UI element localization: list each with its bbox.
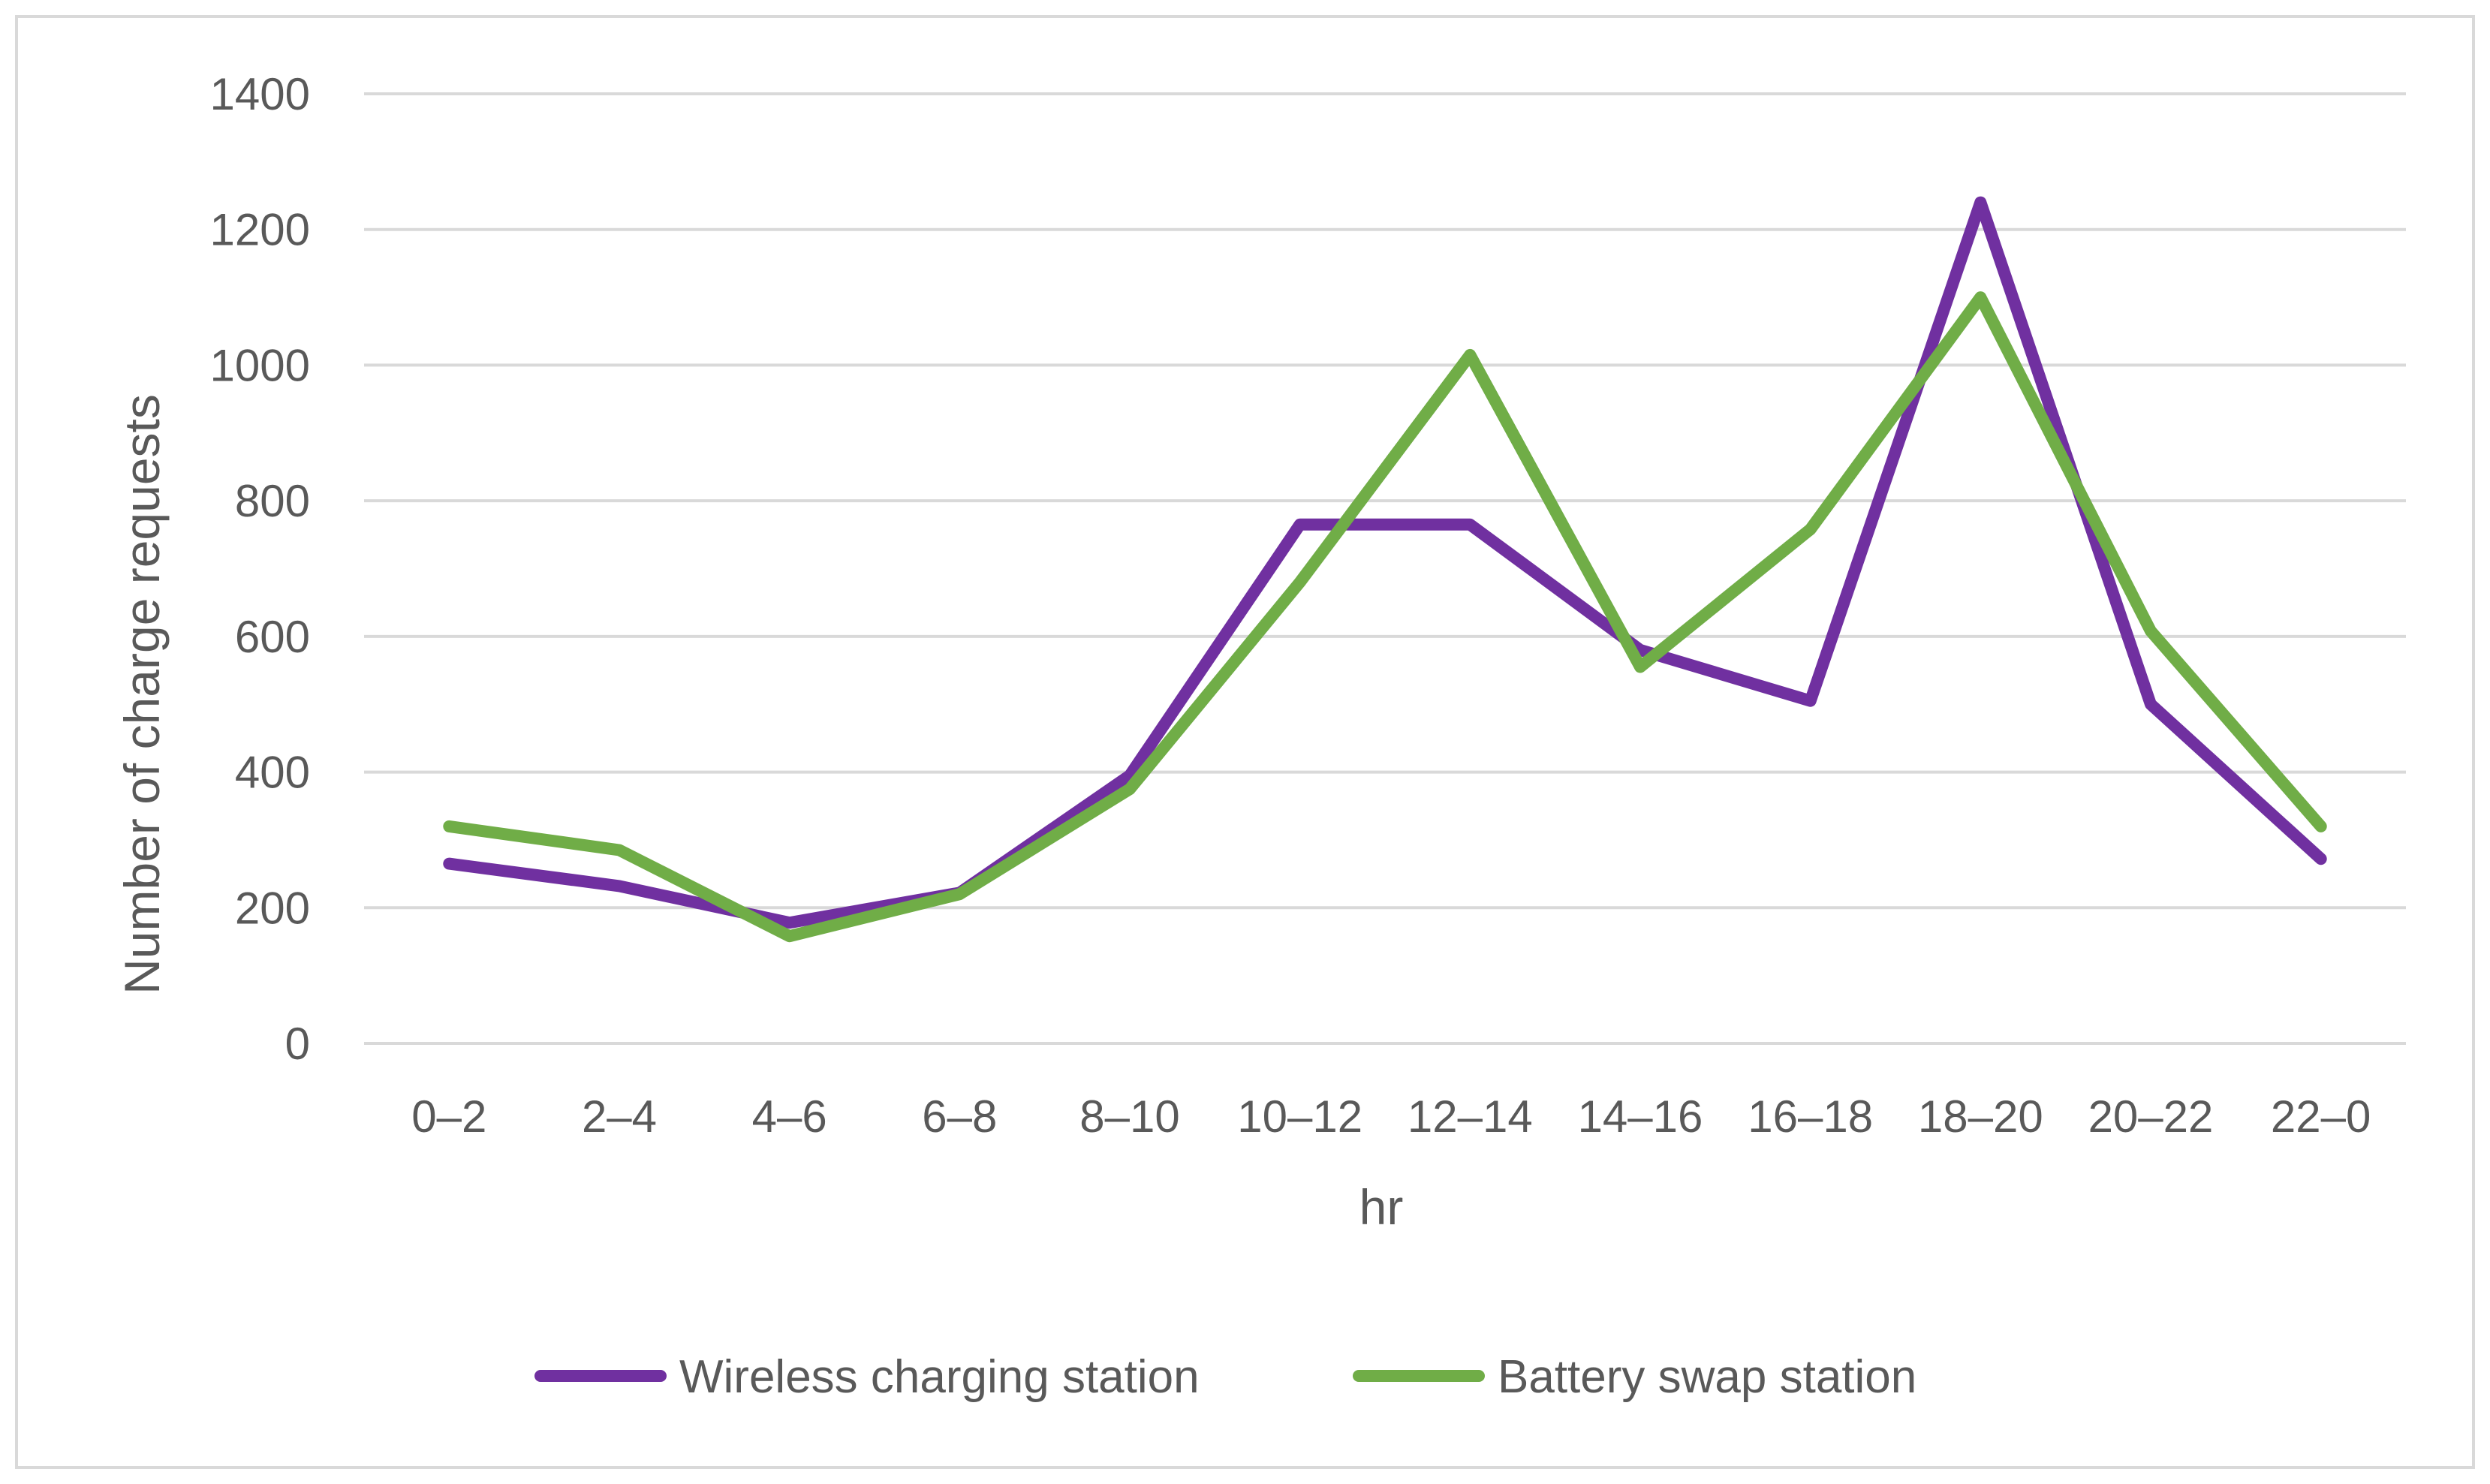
x-axis-ticks: 0–2 2–4 4–6 6–8 8–10 10–12 12–14 14–16 16–18 18–2… — [411, 1091, 2371, 1142]
y-axis-ticks: 0 200 400 600 800 1000 1200 1400 — [210, 69, 310, 1069]
y-tick-label: 200 — [235, 883, 310, 933]
x-tick-label: 18–20 — [1918, 1091, 2043, 1142]
x-tick-label: 2–4 — [582, 1091, 657, 1142]
x-tick-label: 22–0 — [2271, 1091, 2371, 1142]
x-axis-title: hr — [1359, 1179, 1404, 1235]
x-tick-label: 6–8 — [922, 1091, 997, 1142]
y-tick-label: 1400 — [210, 69, 310, 119]
x-tick-label: 0–2 — [411, 1091, 486, 1142]
legend: Wireless charging station Battery swap st… — [534, 1351, 1916, 1403]
x-tick-label: 20–22 — [2088, 1091, 2214, 1142]
legend-label: Wireless charging station — [679, 1351, 1200, 1403]
y-tick-label: 0 — [285, 1019, 310, 1069]
x-tick-label: 14–16 — [1578, 1091, 1703, 1142]
y-tick-label: 1200 — [210, 205, 310, 255]
y-axis-title: Number of charge requests — [114, 394, 170, 995]
legend-item: Wireless charging station — [534, 1351, 1200, 1403]
y-tick-label: 600 — [235, 612, 310, 662]
legend-item: Battery swap station — [1353, 1351, 1916, 1403]
series-lines — [443, 196, 2327, 943]
y-tick-label: 1000 — [210, 340, 310, 390]
y-tick-label: 400 — [235, 748, 310, 798]
chart-frame — [15, 15, 2475, 1469]
x-tick-label: 4–6 — [752, 1091, 827, 1142]
x-tick-label: 16–18 — [1748, 1091, 1873, 1142]
y-tick-label: 800 — [235, 476, 310, 526]
x-tick-label: 10–12 — [1237, 1091, 1362, 1142]
legend-label: Battery swap station — [1498, 1351, 1916, 1403]
x-tick-label: 8–10 — [1079, 1091, 1179, 1142]
series-line-wireless-charging — [443, 196, 2327, 929]
series-line-battery-swap — [443, 291, 2327, 943]
x-tick-label: 12–14 — [1408, 1091, 1533, 1142]
